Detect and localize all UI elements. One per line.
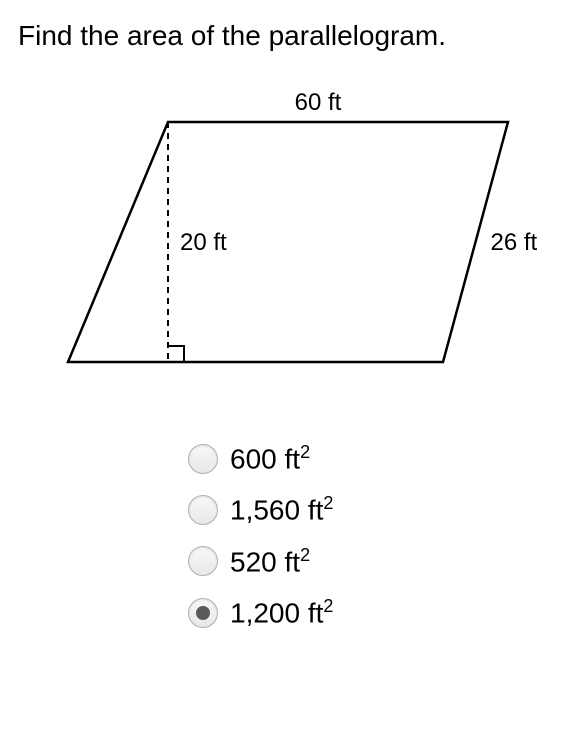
radio-a[interactable] — [188, 444, 218, 474]
option-b-label: 1,560 ft2 — [230, 493, 333, 526]
base-label: 60 ft — [295, 89, 342, 116]
parallelogram-shape — [68, 122, 508, 362]
height-label: 20 ft — [180, 229, 227, 256]
option-c[interactable]: 520 ft2 — [188, 545, 569, 578]
right-angle-marker — [168, 346, 184, 362]
option-b[interactable]: 1,560 ft2 — [188, 493, 569, 526]
radio-d[interactable] — [188, 598, 218, 628]
parallelogram-diagram: 60 ft 20 ft 26 ft — [18, 62, 548, 402]
option-d-label: 1,200 ft2 — [230, 596, 333, 629]
option-c-label: 520 ft2 — [230, 545, 310, 578]
side-label: 26 ft — [491, 229, 538, 256]
answer-options: 600 ft2 1,560 ft2 520 ft2 1,200 ft2 — [188, 442, 569, 629]
option-a-label: 600 ft2 — [230, 442, 310, 475]
option-d[interactable]: 1,200 ft2 — [188, 596, 569, 629]
radio-c[interactable] — [188, 546, 218, 576]
diagram-svg: 60 ft 20 ft 26 ft — [18, 62, 548, 402]
option-a[interactable]: 600 ft2 — [188, 442, 569, 475]
question-text: Find the area of the parallelogram. — [18, 20, 569, 52]
radio-b[interactable] — [188, 495, 218, 525]
